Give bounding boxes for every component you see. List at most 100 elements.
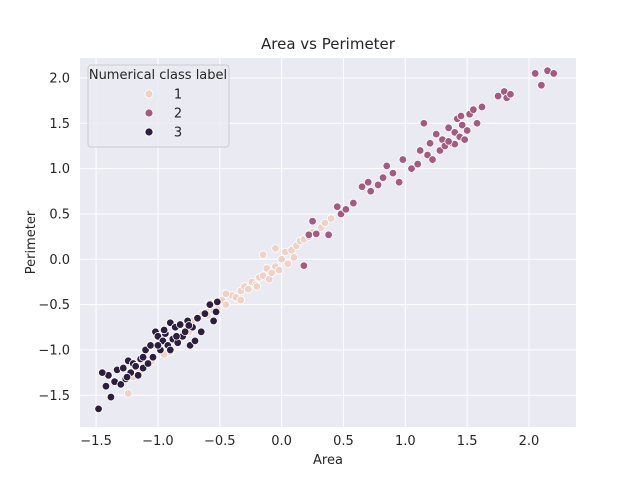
legend-marker-1 — [144, 89, 154, 99]
data-point-class-3 — [131, 362, 140, 371]
data-point-class-2 — [425, 139, 435, 148]
data-point-class-3 — [213, 297, 222, 307]
data-point-class-2 — [549, 69, 558, 78]
legend-label-1: 1 — [174, 88, 182, 103]
data-point-class-2 — [373, 180, 383, 190]
data-point-class-3 — [138, 352, 148, 362]
data-point-class-2 — [506, 90, 515, 99]
data-point-class-2 — [308, 216, 317, 226]
x-tick-labels: −1.5 −1.0 −0.5 0.0 0.5 1.0 1.5 2.0 — [80, 434, 539, 449]
data-point-class-3 — [98, 368, 107, 377]
y-tick-label: 0.0 — [49, 253, 70, 268]
x-tick-label: 2.0 — [519, 434, 540, 449]
y-tick-label: −1.0 — [38, 343, 70, 358]
data-point-class-1 — [244, 284, 253, 294]
data-point-class-2 — [333, 202, 342, 211]
data-point-class-3 — [143, 359, 153, 368]
data-point-class-1 — [320, 218, 330, 228]
data-point-class-1 — [267, 268, 276, 278]
data-point-class-3 — [119, 363, 128, 373]
data-point-class-2 — [419, 119, 429, 128]
legend-marker-3 — [144, 127, 154, 137]
data-point-class-3 — [211, 307, 221, 317]
data-point-class-2 — [312, 229, 321, 239]
legend-marker-2 — [144, 108, 154, 118]
x-axis-label: Area — [313, 453, 343, 468]
data-point-class-1 — [271, 244, 280, 253]
legend-label-3: 3 — [174, 126, 182, 141]
x-tick-label: −1.0 — [142, 434, 174, 449]
data-point-class-2 — [382, 161, 391, 171]
data-point-class-2 — [428, 155, 437, 164]
data-point-class-2 — [444, 123, 453, 133]
data-point-class-3 — [172, 332, 181, 341]
data-point-class-1 — [274, 265, 284, 275]
data-point-class-2 — [363, 178, 373, 187]
legend: Numerical class label 1 2 3 — [87, 64, 230, 148]
y-tick-label: 0.5 — [49, 207, 70, 222]
data-point-class-3 — [197, 327, 206, 337]
data-points — [94, 66, 558, 414]
data-point-class-3 — [159, 325, 169, 335]
data-point-class-3 — [122, 372, 132, 382]
data-point-class-2 — [530, 69, 540, 78]
data-point-class-2 — [493, 91, 503, 101]
x-tick-label: −1.5 — [80, 434, 112, 449]
data-point-class-2 — [394, 178, 404, 187]
data-point-class-1 — [221, 300, 231, 309]
data-point-class-1 — [258, 271, 268, 280]
data-point-class-2 — [341, 205, 351, 214]
data-point-class-3 — [175, 320, 185, 329]
data-point-class-2 — [432, 129, 441, 139]
data-point-class-2 — [458, 120, 467, 130]
data-point-class-2 — [398, 155, 408, 164]
x-tick-label: 0.5 — [333, 434, 354, 449]
data-point-class-3 — [209, 316, 218, 326]
data-point-class-2 — [415, 146, 425, 155]
data-point-class-2 — [388, 168, 398, 178]
data-point-class-2 — [378, 173, 388, 182]
data-point-class-3 — [101, 382, 111, 391]
legend-box — [87, 64, 230, 148]
x-tick-label: 1.5 — [457, 434, 478, 449]
data-point-class-3 — [205, 300, 215, 309]
data-point-class-2 — [469, 105, 478, 114]
data-point-class-3 — [184, 321, 194, 330]
data-point-class-2 — [456, 111, 466, 121]
chart-title: Area vs Perimeter — [261, 35, 396, 53]
data-point-class-2 — [472, 119, 482, 128]
data-point-class-3 — [94, 404, 103, 414]
data-point-class-2 — [444, 137, 453, 146]
data-point-class-2 — [413, 159, 422, 169]
data-point-class-2 — [304, 230, 314, 239]
y-tick-label: 1.5 — [49, 117, 70, 132]
y-tick-label: −0.5 — [38, 298, 70, 313]
data-point-class-2 — [324, 230, 333, 239]
data-point-class-3 — [146, 341, 155, 350]
data-point-class-3 — [190, 336, 200, 346]
data-point-class-1 — [326, 214, 336, 223]
data-point-class-3 — [153, 341, 163, 350]
data-point-class-3 — [148, 352, 158, 362]
data-point-class-2 — [537, 80, 546, 90]
y-tick-label: 2.0 — [49, 71, 70, 86]
data-point-class-3 — [166, 345, 175, 355]
data-point-class-2 — [477, 102, 487, 112]
data-point-class-3 — [133, 371, 143, 380]
legend-label-2: 2 — [174, 107, 182, 122]
data-point-class-1 — [252, 282, 262, 291]
y-axis-label: Perimeter — [24, 210, 39, 274]
data-point-class-1 — [124, 389, 133, 398]
x-tick-label: 1.0 — [395, 434, 416, 449]
data-point-class-3 — [180, 327, 190, 337]
data-point-class-1 — [283, 259, 293, 269]
data-point-class-2 — [299, 261, 309, 270]
data-point-class-2 — [460, 135, 469, 144]
legend-entries: 1 2 3 — [144, 88, 182, 141]
data-point-class-3 — [193, 314, 202, 323]
data-point-class-2 — [366, 187, 375, 196]
data-point-class-2 — [357, 182, 367, 191]
y-tick-label: −1.5 — [38, 389, 70, 404]
data-point-class-2 — [349, 198, 358, 208]
